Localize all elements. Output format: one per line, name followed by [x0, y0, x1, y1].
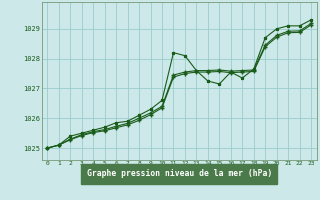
X-axis label: Graphe pression niveau de la mer (hPa): Graphe pression niveau de la mer (hPa): [87, 169, 272, 178]
